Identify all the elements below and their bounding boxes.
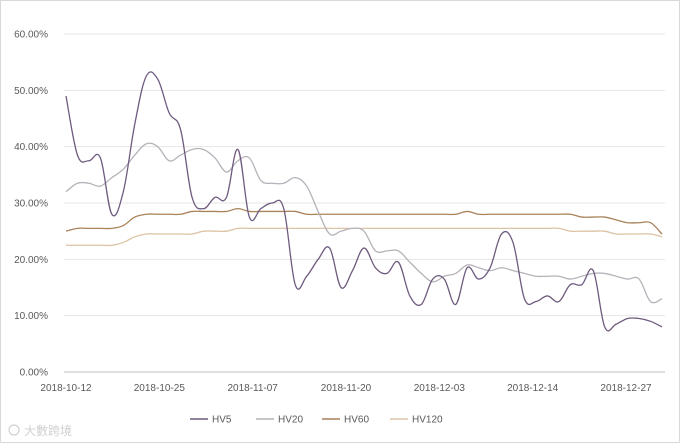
y-tick-label: 40.00%	[14, 142, 48, 153]
legend-label: HV5	[212, 415, 232, 426]
watermark-logo-icon	[8, 424, 20, 436]
grid-lines	[64, 33, 665, 373]
y-tick-label: 50.00%	[14, 86, 48, 97]
series-line-hv120	[66, 227, 663, 247]
x-tick-label: 2018-10-12	[40, 383, 92, 394]
x-tick-label: 2018-12-03	[414, 383, 466, 394]
legend-label: HV60	[344, 415, 369, 426]
legend-label: HV20	[278, 415, 303, 426]
x-tick-label: 2018-12-14	[507, 383, 559, 394]
legend-label: HV120	[412, 415, 443, 426]
watermark-text: 大數跨境	[24, 423, 72, 438]
x-axis-ticks: 2018-10-12 2018-10-25 2018-11-07 2018-11-20…	[40, 383, 652, 394]
x-tick-label: 2018-11-20	[321, 383, 372, 394]
watermark: 大數跨境	[8, 423, 72, 438]
y-tick-label: 20.00%	[14, 255, 48, 266]
y-tick-label: 10.00%	[14, 311, 48, 322]
y-axis-ticks: 0.00% 10.00% 20.00% 30.00% 40.00% 50.00% 60.00…	[14, 30, 48, 379]
series-line-hv60	[65, 207, 663, 235]
x-tick-label: 2018-10-25	[134, 383, 186, 394]
y-tick-label: 60.00%	[14, 30, 48, 41]
series-line-hv5	[65, 71, 663, 332]
legend: HV5 HV20 HV60 HV120	[190, 415, 443, 426]
x-tick-label: 2018-12-27	[600, 383, 652, 394]
x-tick-label: 2018-11-07	[227, 383, 278, 394]
series-lines	[65, 71, 663, 332]
y-tick-label: 0.00%	[20, 368, 48, 379]
series-line-hv20	[65, 142, 663, 304]
y-tick-label: 30.00%	[14, 199, 48, 210]
